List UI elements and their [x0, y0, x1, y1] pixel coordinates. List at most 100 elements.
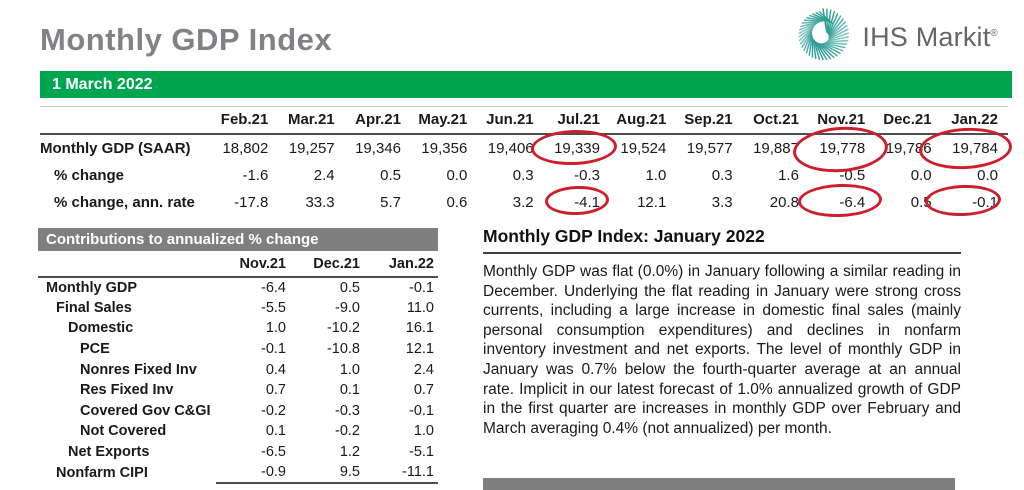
column-header: Apr.21	[344, 106, 411, 135]
table-cell: -6.4	[261, 279, 286, 296]
row-label: Final Sales	[56, 299, 132, 316]
row-label: Monthly GDP (SAAR)	[40, 139, 191, 157]
row-label: % change	[54, 166, 125, 184]
table-row: Res Fixed Inv 0.7 0.1 0.7	[38, 380, 438, 401]
table-cell: -0.3	[335, 402, 360, 419]
row-label: Nonres Fixed Inv	[80, 361, 197, 378]
table-cell: -10.2	[326, 320, 360, 337]
table-cell: -0.2	[261, 402, 286, 419]
commentary-section: Monthly GDP Index: January 2022 Monthly …	[483, 226, 961, 438]
table-cell: -4.1	[574, 193, 600, 211]
ihs-markit-spiral-icon	[795, 6, 853, 69]
table-cell: 0.6	[446, 193, 468, 211]
column-header: Oct.21	[742, 106, 809, 135]
table-cell: 1.0	[645, 166, 667, 184]
brand-name: IHS Markit	[862, 22, 991, 52]
table-cell: 19,524	[620, 139, 667, 157]
column-header: Dec.21	[290, 251, 364, 278]
table-cell: -5.1	[409, 444, 434, 461]
table-row: PCE -0.1 -10.8 12.1	[38, 339, 438, 360]
table-cell: 0.5	[910, 193, 932, 211]
contributions-table: Nov.21 Dec.21 Jan.22 Monthly GDP -6.4 0.5 -0.…	[38, 251, 438, 484]
table-row: % change -1.6 2.4 0.5 0.0 0.3 -0.3 1.0 0.3 1.6 -0.…	[40, 162, 1008, 189]
table-cell: 3.3	[711, 193, 733, 211]
table-cell: -0.9	[216, 462, 290, 484]
table-cell: -0.1	[409, 402, 434, 419]
column-header: Dec.21	[875, 106, 942, 135]
registered-mark: ®	[990, 28, 998, 39]
table-cell: -0.3	[574, 166, 600, 184]
table-row: Nonres Fixed Inv 0.4 1.0 2.4	[38, 359, 438, 380]
contributions-section-header: Contributions to annualized % change	[38, 228, 438, 251]
table-row: Nonfarm CIPI -0.9 9.5 -11.1	[38, 462, 438, 484]
row-label: Domestic	[68, 320, 134, 337]
table-cell: 0.0	[446, 166, 468, 184]
table-cell: -0.1	[409, 279, 434, 296]
table-cell: 0.1	[339, 382, 360, 399]
table-cell: 2.4	[413, 361, 434, 378]
table-cell: 19,339	[554, 139, 600, 157]
table-row: Monthly GDP -6.4 0.5 -0.1	[38, 277, 438, 298]
table-cell: -0.5	[839, 166, 866, 184]
table-cell: 0.7	[413, 382, 434, 399]
table-cell: -17.8	[234, 193, 269, 211]
commentary-body: Monthly GDP was flat (0.0%) in January f…	[483, 263, 961, 437]
table-cell: 2.4	[313, 166, 335, 184]
row-label: Covered Gov C&GI	[80, 402, 211, 419]
table-cell: -11.1	[364, 462, 438, 484]
empty-header-cell	[38, 251, 216, 278]
table-cell: 0.3	[711, 166, 733, 184]
table-cell: 0.4	[265, 361, 286, 378]
row-label: PCE	[80, 341, 110, 358]
table-row: % change, ann. rate -17.8 33.3 5.7 0.6 3.2 -4.…	[40, 189, 1008, 216]
table-cell: 19,356	[421, 139, 468, 157]
table-cell: -9.0	[335, 299, 360, 316]
table-cell: 19,887	[753, 139, 799, 157]
table-cell: 19,346	[355, 139, 401, 157]
column-header: Nov.21	[808, 106, 876, 135]
table-cell: 0.5	[339, 279, 360, 296]
contributions-header-row: Nov.21 Dec.21 Jan.22	[38, 251, 438, 278]
table-cell: 1.2	[339, 444, 360, 461]
table-cell: 12.1	[405, 341, 434, 358]
commentary-heading: Monthly GDP Index: January 2022	[483, 226, 961, 254]
monthly-gdp-table: Feb.21 Mar.21 Apr.21 May.21 Jun.21 Jul.21 Aug.…	[40, 106, 1008, 216]
empty-header-cell	[40, 106, 212, 135]
date-banner: 1 March 2022	[40, 71, 1012, 98]
table-cell: 0.0	[910, 166, 932, 184]
table-cell: 19,786	[885, 139, 932, 157]
table-cell: 20.8	[769, 193, 799, 211]
ihs-markit-logo: IHS Markit®	[795, 6, 998, 69]
table-row: Net Exports -6.5 1.2 -5.1	[38, 442, 438, 463]
table-cell: -1.6	[242, 166, 269, 184]
column-header: Nov.21	[216, 251, 290, 278]
table-cell: 0.0	[977, 166, 998, 184]
table-cell: -0.1	[972, 193, 998, 211]
column-header: Feb.21	[212, 106, 279, 135]
table-cell: 9.5	[290, 462, 364, 484]
row-label: Nonfarm CIPI	[56, 464, 148, 481]
table-cell: -5.5	[261, 299, 286, 316]
row-label: Monthly GDP	[46, 279, 138, 296]
table-cell: 0.1	[265, 423, 286, 440]
table-row: Domestic 1.0 -10.2 16.1	[38, 318, 438, 339]
table-cell: 18,802	[222, 139, 269, 157]
table-row: Covered Gov C&GI -0.2 -0.3 -0.1	[38, 401, 438, 422]
table-cell: 12.1	[637, 193, 667, 211]
table-cell: 0.3	[512, 166, 534, 184]
column-header: Jul.21	[543, 106, 610, 135]
column-header: Jan.22	[941, 106, 1008, 135]
column-header: Jan.22	[364, 251, 438, 278]
column-header: Aug.21	[609, 106, 677, 135]
table-cell: 19,784	[952, 139, 998, 157]
table-cell: -0.1	[261, 341, 286, 358]
contributions-section: Contributions to annualized % change Nov…	[38, 228, 438, 484]
table-cell: 1.0	[265, 320, 286, 337]
table-row: Not Covered 0.1 -0.2 1.0	[38, 421, 438, 442]
table-cell: -0.2	[335, 423, 360, 440]
table-cell: 11.0	[406, 299, 434, 316]
column-header: Mar.21	[278, 106, 345, 135]
gdp-table-header-row: Feb.21 Mar.21 Apr.21 May.21 Jun.21 Jul.21 Aug.…	[40, 106, 1008, 135]
table-cell: 1.0	[413, 423, 434, 440]
